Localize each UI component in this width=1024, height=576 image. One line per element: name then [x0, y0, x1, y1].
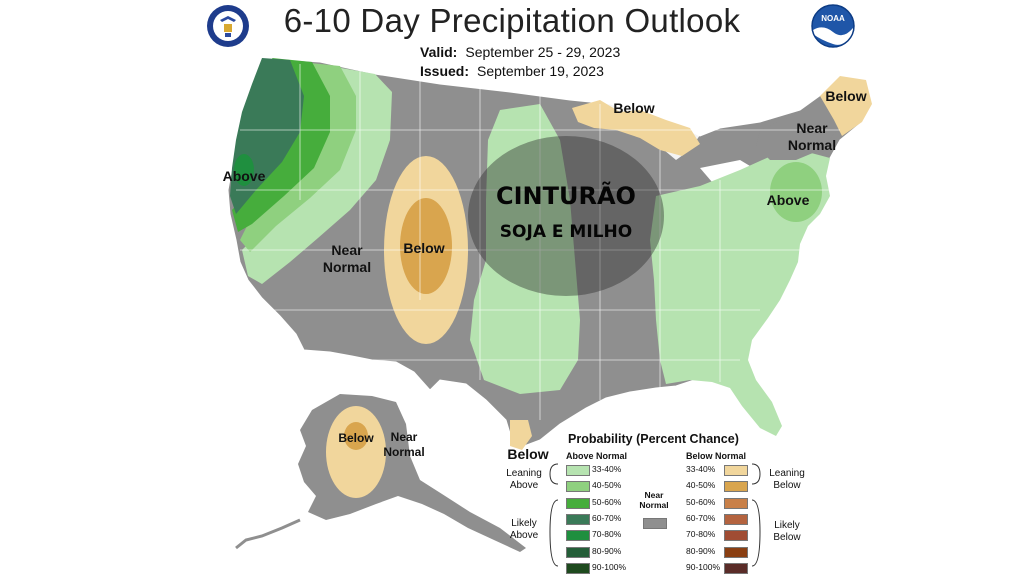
legend-below-bin-swatch [724, 481, 748, 493]
page-title: 6-10 Day Precipitation Outlook [283, 2, 741, 39]
legend-above-bin-label: 40-50% [592, 480, 622, 491]
legend-above-bin-swatch [566, 513, 590, 525]
legend-below-bin-label: 50-60% [686, 496, 716, 507]
label-maine-below: Below [825, 88, 867, 104]
label-west-above: Above [222, 168, 266, 184]
legend-above-bin-label: 80-90% [592, 545, 622, 556]
great-lakes-below [572, 100, 700, 156]
legend-below-bin-swatch [724, 530, 748, 542]
legend-below-bin-swatch [724, 497, 748, 509]
legend-below-bin-label: 90-100% [686, 561, 721, 572]
alaska-below-40 [344, 422, 368, 450]
overlay-line-2: SOJA E MILHO [499, 222, 633, 242]
label-west-near: Near Normal [310, 242, 384, 276]
legend-above-header: Above Normal [566, 451, 628, 461]
maine-below [820, 76, 872, 136]
midatlantic-above [770, 162, 822, 222]
legend-above-bin-label: 60-70% [592, 512, 622, 523]
legend-below-brackets [751, 463, 761, 567]
commerce-seal-icon [207, 5, 249, 47]
legend-below-bin-label: 70-80% [686, 529, 716, 540]
noaa-logo-text: NOAA [821, 14, 845, 23]
legend-below-bin-swatch [724, 562, 748, 574]
label-alaska-below: Below [338, 431, 374, 445]
legend-below-bin-label: 60-70% [686, 512, 716, 523]
legend-below-bin-swatch [724, 465, 748, 476]
label-great-lakes-below: Below [613, 100, 655, 116]
legend-above-bin-swatch [566, 497, 590, 509]
label-ne-near-1: Near [796, 120, 828, 136]
legend-above-bin-label: 50-60% [592, 496, 622, 507]
legend-above-bin-swatch [566, 465, 590, 476]
label-ne-near-2: Normal [787, 137, 837, 153]
west-above-70 [234, 154, 254, 186]
label-rockies-below: Below [403, 240, 445, 256]
legend-leaning-below: Leaning Below [769, 468, 805, 491]
east-leaning-above [650, 150, 830, 436]
legend-below-bin-label: 80-90% [686, 545, 716, 556]
label-texas-below: Below [507, 446, 549, 462]
texas-below [510, 420, 532, 450]
label-west-near-1: Near [331, 242, 363, 258]
legend-near-normal-swatch [643, 518, 667, 529]
legend-below-bin-label: 33-40% [686, 464, 716, 474]
label-alaska-near-1: Near [390, 430, 418, 444]
valid-label: Valid: [420, 44, 458, 60]
corn-belt-overlay [468, 136, 664, 296]
legend-above-bin-swatch [566, 530, 590, 542]
issued-label: Issued: [420, 63, 470, 79]
west-above-40 [240, 62, 356, 252]
label-ne-near: Near Normal [780, 120, 844, 154]
valid-value: September 25 - 29, 2023 [465, 44, 621, 60]
plains-leaning-above [470, 104, 580, 394]
label-west-near-2: Normal [322, 259, 372, 275]
label-alaska-near: Near Normal [376, 430, 432, 460]
legend-below-bin-swatch [724, 513, 748, 525]
legend-below-bin-label: 40-50% [686, 480, 716, 491]
legend-above-bin-swatch [566, 562, 590, 574]
issued-value: September 19, 2023 [477, 63, 604, 79]
legend-near-normal-label: Near Normal [639, 490, 669, 510]
legend-likely-above: Likely Above [509, 518, 539, 541]
legend-above-brackets [549, 463, 559, 567]
legend-below-bin-swatch [724, 546, 748, 558]
alaska-leaning-below [326, 406, 386, 498]
northeast-near [756, 96, 838, 160]
aleutian-islands [235, 518, 301, 550]
legend-below-header: Below Normal [686, 451, 747, 461]
noaa-logo-icon: NOAA [811, 4, 855, 48]
legend-above-bin-swatch [566, 546, 590, 558]
legend-above-bin-label: 90-100% [592, 561, 627, 572]
issued-row: Issued: September 19, 2023 [420, 63, 604, 79]
rockies-below-40 [400, 198, 452, 294]
label-alaska-near-2: Normal [383, 445, 425, 459]
label-midatlantic-above: Above [766, 192, 810, 208]
overlay-line-1: CINTURÃO [496, 182, 636, 210]
state-borders [236, 64, 840, 420]
legend-above-bin-label: 70-80% [592, 529, 622, 540]
legend-above-bin-label: 33-40% [592, 464, 622, 474]
legend-above-bin-swatch [566, 481, 590, 493]
valid-row: Valid: September 25 - 29, 2023 [420, 44, 620, 60]
legend-title: Probability (Percent Chance) [568, 432, 739, 446]
legend-likely-below: Likely Below [773, 520, 801, 543]
legend-leaning-above: Leaning Above [506, 468, 542, 491]
